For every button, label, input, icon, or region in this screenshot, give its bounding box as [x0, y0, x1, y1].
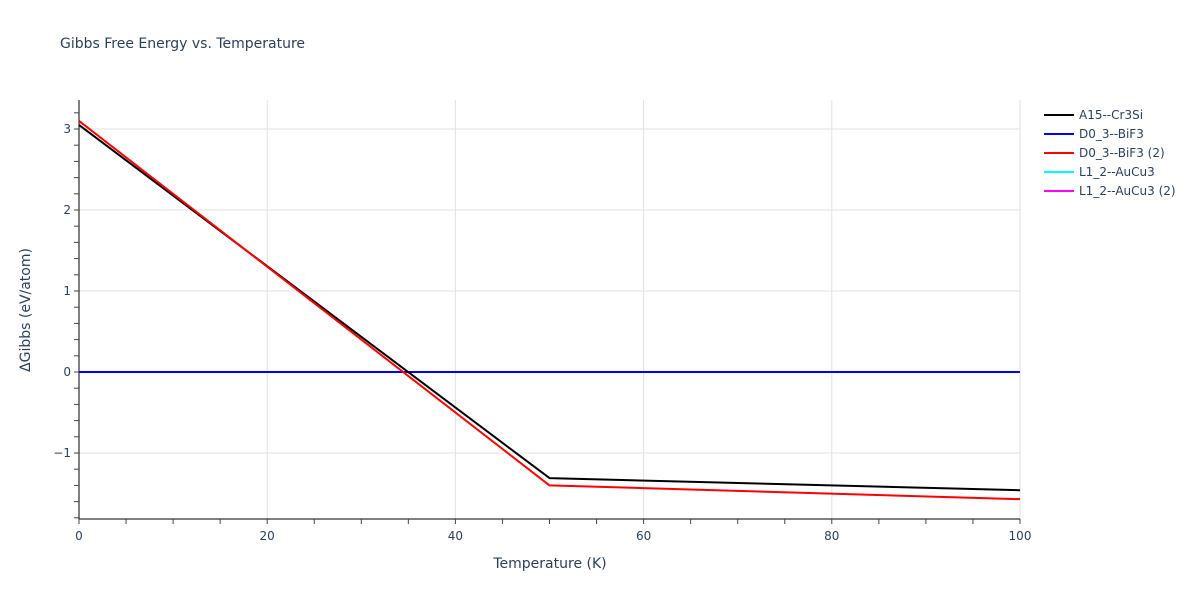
trace-line[interactable]: [78, 124, 1021, 492]
legend-item[interactable]: D0_3--BiF3: [1044, 124, 1176, 143]
legend: A15--Cr3Si D0_3--BiF3 D0_3--BiF3 (2) L1_…: [1044, 105, 1176, 200]
legend-item[interactable]: L1_2--AuCu3 (2): [1044, 181, 1176, 200]
svg-text:2: 2: [63, 203, 71, 217]
svg-text:100: 100: [1009, 529, 1032, 543]
legend-label: D0_3--BiF3: [1079, 126, 1144, 141]
legend-label: D0_3--BiF3 (2): [1079, 145, 1165, 160]
legend-item[interactable]: L1_2--AuCu3: [1044, 162, 1176, 181]
axes: [74, 100, 1021, 524]
trace-line[interactable]: [78, 120, 1021, 501]
svg-text:0: 0: [63, 365, 71, 379]
legend-line-icon: [1044, 189, 1074, 192]
traces: [78, 120, 1021, 501]
svg-text:3: 3: [63, 122, 71, 136]
x-axis-title: Temperature (K): [492, 556, 606, 572]
svg-text:1: 1: [63, 284, 71, 298]
legend-line-icon: [1044, 132, 1074, 135]
svg-text:0: 0: [75, 529, 83, 543]
legend-item[interactable]: D0_3--BiF3 (2): [1044, 143, 1176, 162]
tick-labels: 0 20 40 60 80 100 −1 0 1 2 3: [53, 122, 1031, 543]
legend-line-icon: [1044, 151, 1074, 154]
svg-text:−1: −1: [53, 446, 71, 460]
legend-line-icon: [1044, 170, 1074, 173]
chart-title: Gibbs Free Energy vs. Temperature: [60, 36, 306, 52]
svg-text:80: 80: [824, 529, 839, 543]
legend-line-icon: [1044, 113, 1074, 116]
y-axis-title: ΔGibbs (eV/atom): [18, 248, 34, 372]
svg-text:60: 60: [636, 529, 651, 543]
legend-label: L1_2--AuCu3 (2): [1079, 183, 1176, 198]
legend-label: L1_2--AuCu3: [1079, 164, 1155, 179]
legend-item[interactable]: A15--Cr3Si: [1044, 105, 1176, 124]
svg-text:20: 20: [260, 529, 275, 543]
svg-text:40: 40: [448, 529, 463, 543]
legend-label: A15--Cr3Si: [1079, 107, 1144, 122]
gridlines: [79, 100, 1021, 519]
